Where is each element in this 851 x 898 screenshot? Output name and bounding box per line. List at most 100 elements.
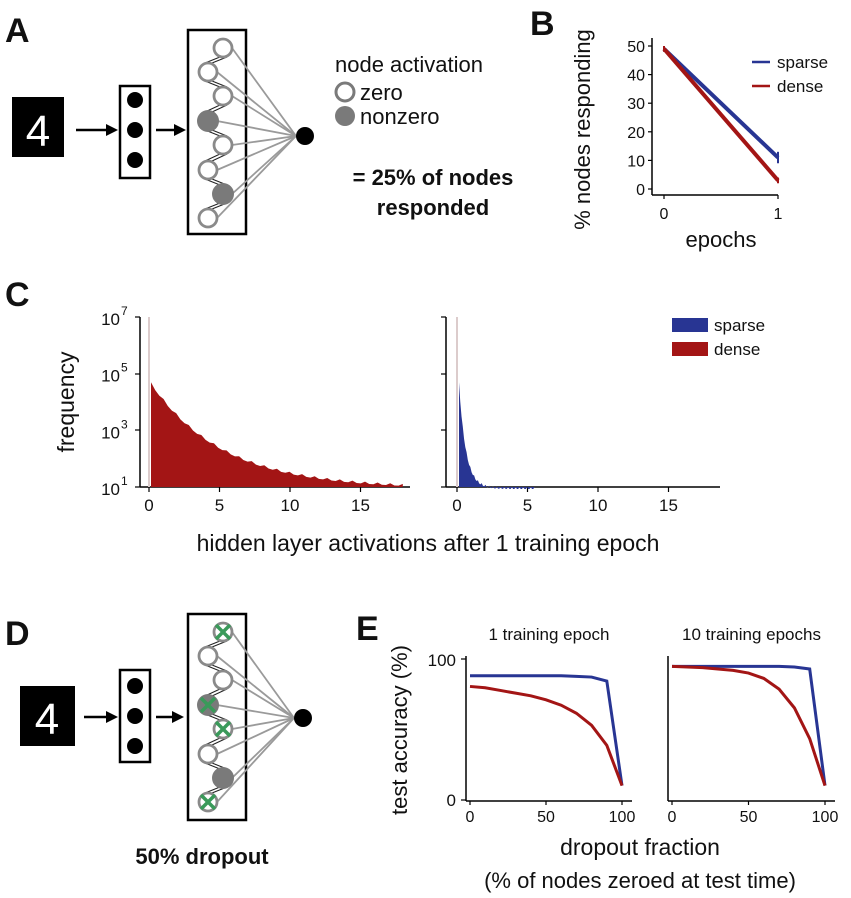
legend-zero-icon [334,81,356,103]
mnist-digit-image [12,97,64,157]
x-tick-label: 10 [589,496,608,515]
y-tick-exponent: 1 [121,474,128,488]
series-line-sparse [662,47,780,159]
series-line-sparse [470,674,624,786]
arrow-to-input [76,124,118,136]
x-tick-label: 0 [466,809,475,826]
legend-nonzero-label: nonzero [360,104,440,129]
y-axis-label: frequency [53,351,79,453]
x-tick-label: 50 [537,809,555,826]
histogram-sparse [459,382,535,489]
legend-swatch-dense [672,342,708,356]
panel-letter-b: B [530,5,555,43]
connection-line [231,631,295,719]
hidden-node-zero [197,207,219,229]
hidden-node-zero [212,37,234,59]
input-node [127,122,143,138]
x-tick-label: 5 [523,496,532,515]
x-tick-label: 0 [660,206,669,223]
mnist-digit-glyph: 4 [35,695,59,744]
y-tick-label: 40 [627,68,645,85]
x-tick-label: 100 [812,809,839,826]
connection-line [231,717,295,730]
hidden-node-zero [212,669,234,691]
result-text-line2: responded [377,195,489,220]
x-tick-label: 15 [659,496,678,515]
connection-line [231,679,295,719]
legend-nonzero-icon [335,106,355,126]
panel-letter-e: E [356,610,379,648]
input-node [127,152,143,168]
connection-line [216,717,295,755]
y-tick-label: 0 [636,182,645,199]
legend-title: node activation [335,52,483,77]
chart-e: 1 training epoch 0 50 100 10 training epochs… [387,625,838,893]
subplot-title: 10 training epochs [682,625,821,644]
y-tick-label: 10 [101,367,120,386]
legend-label-dense: dense [777,77,823,96]
y-tick-label: 50 [627,39,645,56]
dropout-caption: 50% dropout [135,844,269,869]
input-node [127,678,143,694]
x-tick-label: 15 [351,496,370,515]
hidden-node-zero [212,85,234,107]
hidden-node-nonzero [212,767,234,789]
connection-line [231,47,297,137]
hidden-node-zero [212,134,234,156]
connection-line [231,135,297,146]
dropout-cross-icon [214,623,232,641]
x-axis-label: epochs [686,227,757,252]
connection-line [216,71,297,137]
dropout-cross-icon [214,720,232,738]
panel-e: E 1 training epoch 0 50 100 10 training epoc… [356,610,838,893]
x-tick-label: 100 [609,809,636,826]
connection-line [231,95,297,137]
y-tick-label: 30 [627,96,645,113]
arrow-to-input [84,711,118,723]
input-node [127,92,143,108]
hidden-node-zero [197,61,219,83]
hidden-node-zero [197,743,219,765]
panel-letter-d: D [5,615,30,653]
y-tick-exponent: 7 [121,304,128,318]
connection-line [216,704,295,719]
x-axis-label-secondary: (% of nodes zeroed at test time) [484,868,796,893]
x-tick-label: 1 [774,206,783,223]
x-tick-label: 0 [452,496,461,515]
y-axis-label: % nodes responding [570,29,595,230]
panel-b: B 0 10 20 30 40 50 0 1 epochs % nodes responding s… [530,5,828,252]
x-axis-label: dropout fraction [560,834,720,860]
legend-swatch-sparse [672,318,708,332]
hidden-node-nonzero [197,110,219,132]
y-tick-label: 10 [101,423,120,442]
result-text-line1: = 25% of nodes [353,165,514,190]
y-tick-label: 100 [428,651,456,670]
arrow-to-hidden [156,124,186,136]
y-axis-label: test accuracy (%) [387,645,412,815]
series-line-dense [671,664,827,787]
x-axis-label: hidden layer activations after 1 trainin… [197,530,660,556]
connection-line [216,655,295,719]
dropout-cross-icon [199,696,217,714]
series-line-dense [662,47,780,182]
y-tick-exponent: 3 [121,417,128,431]
arrow-to-hidden [156,711,184,723]
panel-a: A 4 node activation zero nonzero = 25% o… [5,12,514,236]
connection-line [216,120,297,137]
dropout-cross-icon [199,793,217,811]
connection-line [216,135,297,171]
y-tick-exponent: 5 [121,361,128,375]
x-tick-label: 0 [668,809,677,826]
x-tick-label: 5 [215,496,224,515]
legend-label-sparse: sparse [714,316,765,335]
legend-label-sparse: sparse [777,53,828,72]
series-line-dense [469,684,624,787]
connection-line [231,135,297,195]
x-tick-label: 50 [740,809,758,826]
connection-line [216,135,297,219]
hidden-node-zero [197,645,219,667]
y-tick-label: 10 [101,310,120,329]
